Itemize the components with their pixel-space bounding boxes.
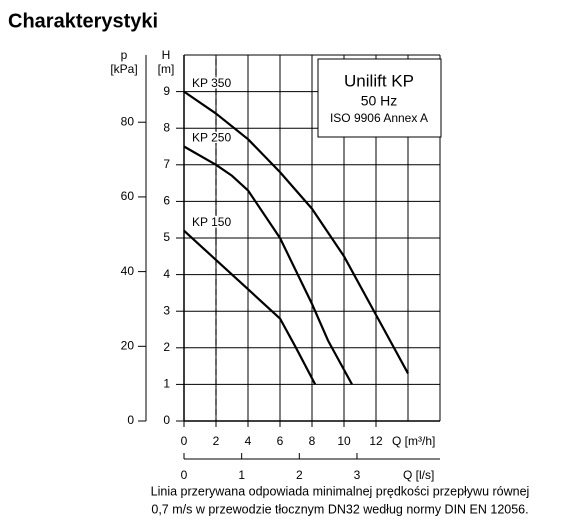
x-tick-label: 2 bbox=[213, 434, 220, 448]
y-tick-label: 6 bbox=[163, 194, 170, 208]
x2-tick-label: 3 bbox=[354, 468, 361, 482]
x2-label: Q [l/s] bbox=[403, 468, 434, 482]
curve-label: KP 150 bbox=[192, 215, 231, 229]
curve-label: KP 250 bbox=[192, 131, 231, 145]
caption: Linia przerywana odpowiada minimalnej pr… bbox=[151, 484, 530, 498]
page-title: Charakterystyki bbox=[8, 10, 158, 32]
x-tick-label: 10 bbox=[337, 434, 351, 448]
x-tick-label: 12 bbox=[369, 434, 383, 448]
y-tick-label: 7 bbox=[163, 157, 170, 171]
y-tick-label: 5 bbox=[163, 230, 170, 244]
x-tick-label: 8 bbox=[309, 434, 316, 448]
y2-tick-label: 0 bbox=[127, 413, 134, 427]
legend-text: Unilift KP bbox=[344, 71, 414, 90]
y-tick-label: 2 bbox=[163, 340, 170, 354]
x-tick-label: 6 bbox=[277, 434, 284, 448]
caption: 0,7 m/s w przewodzie tłocznym DN32 wedłu… bbox=[151, 502, 528, 516]
legend-text: 50 Hz bbox=[361, 93, 398, 109]
y-tick-label: 9 bbox=[163, 84, 170, 98]
x-label: Q [m³/h] bbox=[392, 434, 435, 448]
x2-tick-label: 0 bbox=[181, 468, 188, 482]
y2-label: p bbox=[121, 48, 128, 62]
x2-tick-label: 2 bbox=[296, 468, 303, 482]
x-tick-label: 4 bbox=[245, 434, 252, 448]
y2-tick-label: 40 bbox=[121, 264, 135, 278]
y-tick-label: 1 bbox=[163, 377, 170, 391]
pump-curve bbox=[183, 229, 317, 385]
y-tick-label: 8 bbox=[163, 120, 170, 134]
legend-text: ISO 9906 Annex A bbox=[330, 111, 428, 125]
y-label: H bbox=[162, 48, 171, 62]
pump-curve bbox=[183, 90, 409, 374]
y2-tick-label: 80 bbox=[121, 114, 135, 128]
pump-curve bbox=[183, 145, 353, 385]
y-tick-label: 4 bbox=[163, 267, 170, 281]
y2-tick-label: 20 bbox=[121, 338, 135, 352]
x-tick-label: 0 bbox=[181, 434, 188, 448]
y-unit: [m] bbox=[158, 62, 175, 76]
legend-box bbox=[317, 58, 442, 138]
y-tick-label: 0 bbox=[163, 413, 170, 427]
y2-tick-label: 60 bbox=[121, 189, 135, 203]
y2-unit: [kPa] bbox=[110, 62, 137, 76]
y-tick-label: 3 bbox=[163, 303, 170, 317]
curve-label: KP 350 bbox=[192, 76, 231, 90]
x2-tick-label: 1 bbox=[238, 468, 245, 482]
